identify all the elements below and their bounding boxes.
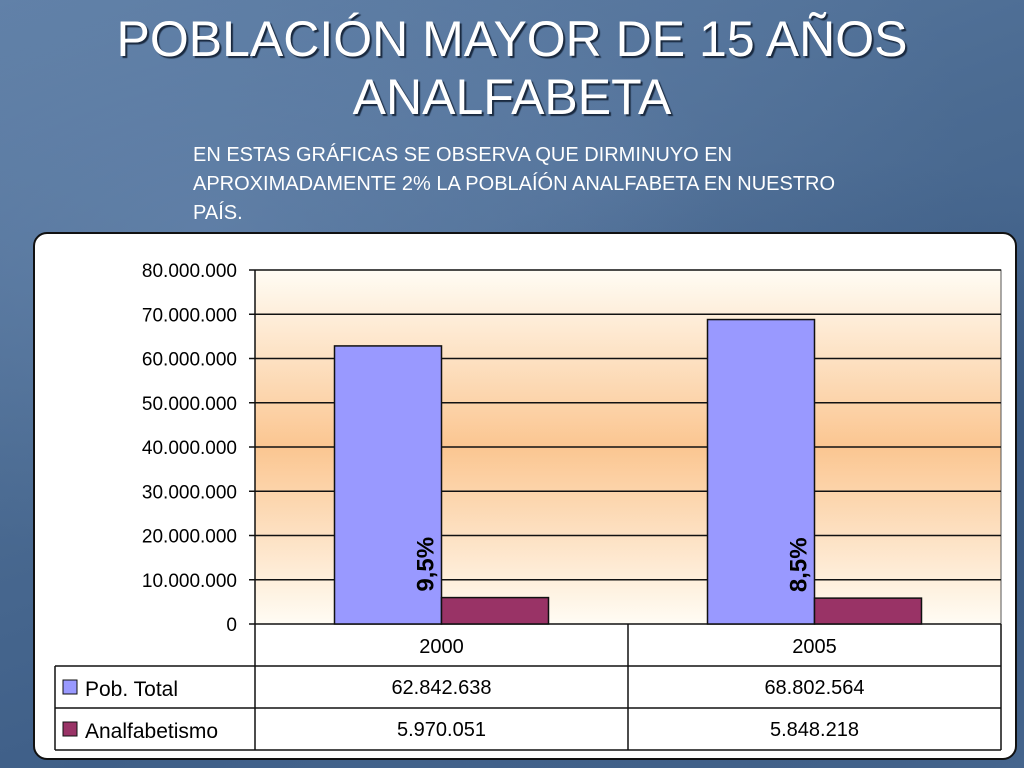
y-tick-label: 10.000.000 <box>142 571 237 592</box>
bar-pob-total-2005 <box>706 318 816 625</box>
x-category-label: 2005 <box>792 636 837 658</box>
bar-chart: 0 10.000.000 20.000.000 30.000.000 40.000.00… <box>54 261 1002 751</box>
table-cell: 5.848.218 <box>770 719 859 741</box>
table-cell: 62.842.638 <box>391 677 491 699</box>
legend-swatch-pob-total <box>62 679 78 695</box>
y-tick-label: 70.000.000 <box>142 305 237 326</box>
table-cell: 68.802.564 <box>764 677 864 699</box>
y-tick-label: 60.000.000 <box>142 350 237 371</box>
bar-pob-total-2000 <box>333 345 443 625</box>
y-tick-label: 40.000.000 <box>142 438 237 459</box>
y-tick-label: 50.000.000 <box>142 394 237 415</box>
slide-note: EN ESTAS GRÁFICAS SE OBSERVA QUE DIRMINU… <box>193 144 836 224</box>
annotation-label: 8,5% <box>786 537 813 592</box>
annotation-label: 9,5% <box>413 537 440 592</box>
slide-title: POBLACIÓN MAYOR DE 15 AÑOS ANALFABETA <box>116 11 908 125</box>
chart-container: 0 10.000.000 20.000.000 30.000.000 40.000.00… <box>33 232 1017 760</box>
table-cell: 5.970.051 <box>397 719 486 741</box>
y-tick-label: 20.000.000 <box>142 527 237 548</box>
bar-analfabetismo-2005 <box>813 597 923 625</box>
y-tick-label: 80.000.000 <box>142 261 237 282</box>
y-tick-label: 30.000.000 <box>142 482 237 503</box>
bar-analfabetismo-2000 <box>440 596 550 625</box>
legend-label: Pob. Total <box>85 678 178 701</box>
legend-swatch-analfabetismo <box>62 721 78 737</box>
legend-label: Analfabetismo <box>85 720 218 743</box>
y-tick-label: 0 <box>226 615 237 636</box>
x-category-label: 2000 <box>419 636 464 658</box>
